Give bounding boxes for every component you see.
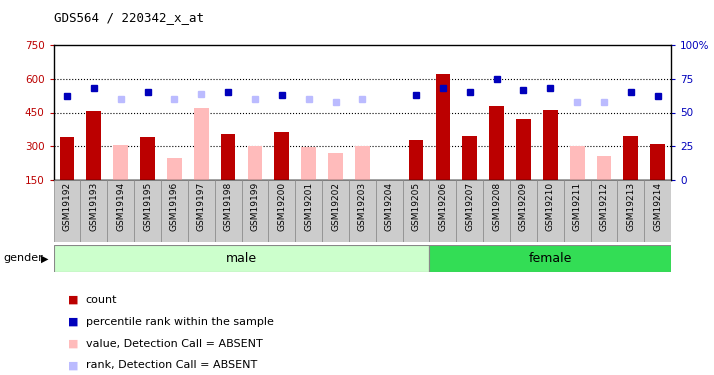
Bar xyxy=(59,137,74,180)
Bar xyxy=(403,180,430,242)
Text: GSM19192: GSM19192 xyxy=(63,182,71,231)
Text: male: male xyxy=(226,252,257,265)
Text: count: count xyxy=(86,295,117,305)
Text: ■: ■ xyxy=(68,317,79,327)
Text: GSM19203: GSM19203 xyxy=(358,182,367,231)
Bar xyxy=(241,180,268,242)
Bar xyxy=(221,134,236,180)
Bar xyxy=(86,111,101,180)
Text: GSM19196: GSM19196 xyxy=(170,182,179,231)
Bar xyxy=(167,158,182,180)
Text: GSM19207: GSM19207 xyxy=(466,182,474,231)
Bar xyxy=(328,153,343,180)
Bar xyxy=(376,180,403,242)
Bar xyxy=(81,180,107,242)
Text: GSM19201: GSM19201 xyxy=(304,182,313,231)
Text: ▶: ▶ xyxy=(41,254,49,263)
Bar xyxy=(564,180,590,242)
Text: rank, Detection Call = ABSENT: rank, Detection Call = ABSENT xyxy=(86,360,257,370)
Text: GSM19204: GSM19204 xyxy=(385,182,393,231)
Text: GSM19209: GSM19209 xyxy=(519,182,528,231)
Bar xyxy=(140,137,155,180)
Bar xyxy=(537,180,564,242)
Text: GDS564 / 220342_x_at: GDS564 / 220342_x_at xyxy=(54,11,203,24)
Text: ■: ■ xyxy=(68,360,79,370)
Bar xyxy=(268,180,295,242)
Bar xyxy=(188,180,215,242)
Bar xyxy=(463,136,477,180)
Bar xyxy=(295,180,322,242)
Bar xyxy=(114,145,128,180)
Text: GSM19195: GSM19195 xyxy=(143,182,152,231)
Text: female: female xyxy=(528,252,572,265)
Text: GSM19197: GSM19197 xyxy=(197,182,206,231)
Bar xyxy=(543,110,558,180)
Bar xyxy=(194,108,208,180)
Bar xyxy=(456,180,483,242)
Bar xyxy=(570,146,585,180)
Text: gender: gender xyxy=(4,254,44,263)
Bar xyxy=(483,180,510,242)
Text: GSM19193: GSM19193 xyxy=(89,182,99,231)
Bar xyxy=(430,245,671,272)
Bar xyxy=(510,180,537,242)
Text: GSM19198: GSM19198 xyxy=(223,182,233,231)
Bar xyxy=(349,180,376,242)
Bar xyxy=(590,180,618,242)
Bar xyxy=(618,180,644,242)
Text: ■: ■ xyxy=(68,339,79,348)
Text: ■: ■ xyxy=(68,295,79,305)
Bar xyxy=(134,180,161,242)
Bar xyxy=(516,119,531,180)
Bar xyxy=(623,136,638,180)
Bar xyxy=(322,180,349,242)
Bar xyxy=(355,146,370,180)
Bar xyxy=(408,140,423,180)
Text: GSM19208: GSM19208 xyxy=(492,182,501,231)
Bar xyxy=(430,180,456,242)
Bar xyxy=(161,180,188,242)
Text: GSM19205: GSM19205 xyxy=(411,182,421,231)
Bar xyxy=(597,156,611,180)
Bar xyxy=(54,245,430,272)
Bar xyxy=(489,106,504,180)
Bar xyxy=(248,146,262,180)
Text: GSM19211: GSM19211 xyxy=(573,182,582,231)
Bar xyxy=(301,147,316,180)
Bar xyxy=(650,144,665,180)
Bar xyxy=(107,180,134,242)
Text: percentile rank within the sample: percentile rank within the sample xyxy=(86,317,273,327)
Text: GSM19214: GSM19214 xyxy=(653,182,662,231)
Bar xyxy=(644,180,671,242)
Bar xyxy=(274,132,289,180)
Text: GSM19206: GSM19206 xyxy=(438,182,448,231)
Text: GSM19213: GSM19213 xyxy=(626,182,635,231)
Text: GSM19194: GSM19194 xyxy=(116,182,125,231)
Text: GSM19212: GSM19212 xyxy=(600,182,608,231)
Text: GSM19210: GSM19210 xyxy=(545,182,555,231)
Text: GSM19199: GSM19199 xyxy=(251,182,259,231)
Bar xyxy=(436,74,451,180)
Text: value, Detection Call = ABSENT: value, Detection Call = ABSENT xyxy=(86,339,263,348)
Bar xyxy=(215,180,241,242)
Text: GSM19202: GSM19202 xyxy=(331,182,340,231)
Text: GSM19200: GSM19200 xyxy=(277,182,286,231)
Bar xyxy=(54,180,81,242)
